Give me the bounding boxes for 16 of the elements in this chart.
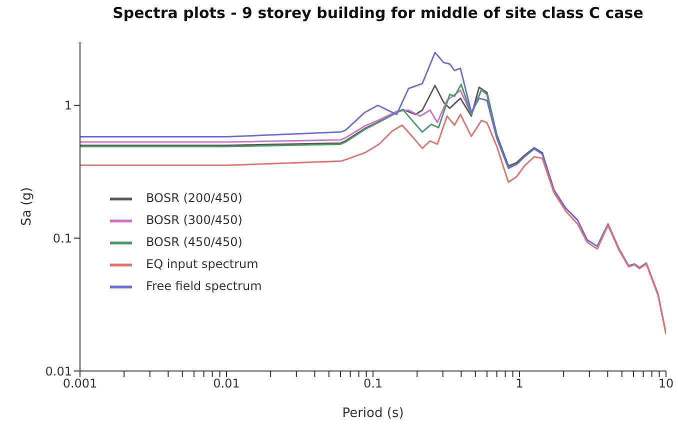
legend-label: BOSR (450/450) [146,235,242,250]
legend-label: Free field spectrum [146,279,262,294]
x-tick-label: 0.01 [213,376,240,391]
y-tick-label: 1 [64,98,72,113]
y-tick-label: 0.01 [45,364,72,378]
legend-label: EQ input spectrum [146,257,258,272]
chart-title: Spectra plots - 9 storey building for middle of site class C case [112,4,644,22]
legend-label: BOSR (200/450) [146,191,242,206]
x-tick-label: 10 [658,376,674,391]
x-tick-label: 1 [516,376,524,391]
x-axis-title: Period (s) [342,406,404,421]
x-tick-label: 0.1 [363,376,383,391]
legend-label: BOSR (300/450) [146,213,242,228]
x-tick-label: 0.001 [62,376,98,391]
y-tick-label: 0.1 [52,231,72,246]
y-axis-title: Sa (g) [20,187,35,226]
